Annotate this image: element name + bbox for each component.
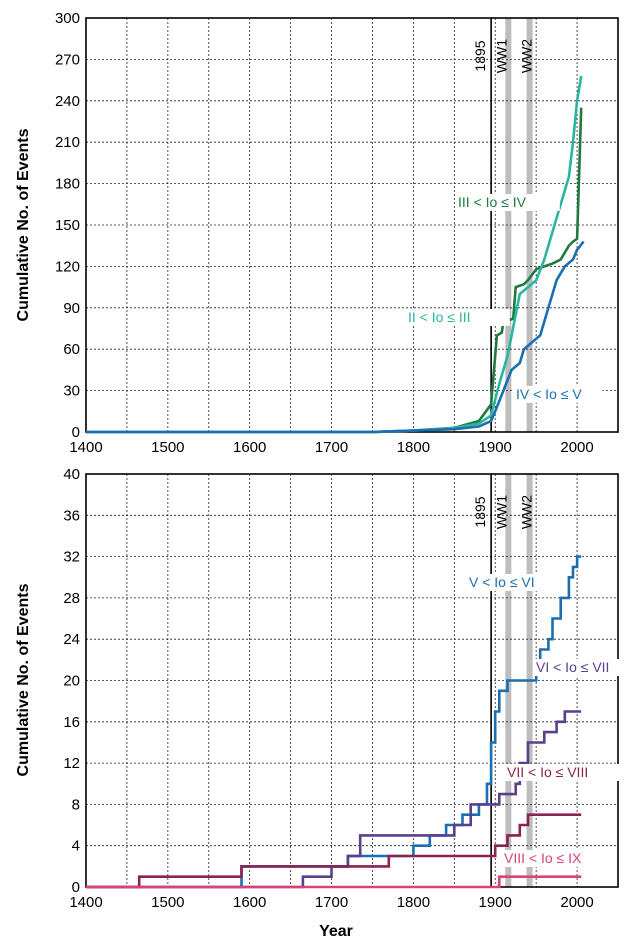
- x-tick-label: 1500: [151, 439, 184, 456]
- event-label-ww1: WW1: [493, 39, 509, 73]
- x-tick-label: 1600: [233, 439, 266, 456]
- series-label: IV < Io ≤ V: [516, 386, 582, 402]
- series-line-bottom-0: [86, 555, 582, 889]
- event-label-ww2: WW2: [519, 495, 535, 529]
- x-tick-label: 2000: [560, 894, 593, 911]
- x-tick-label: 1400: [69, 439, 102, 456]
- event-label-ww2: WW2: [519, 39, 535, 73]
- y-tick-label: 90: [63, 300, 80, 317]
- y-axis-title: Cumulative No. of Events: [15, 128, 32, 321]
- y-tick-label: 150: [55, 217, 80, 234]
- y-tick-label: 24: [63, 631, 80, 648]
- y-tick-label: 240: [55, 93, 80, 110]
- series-line-bottom-3: [86, 875, 582, 889]
- series-label-bg: [455, 194, 560, 211]
- x-tick-label: 1700: [315, 894, 348, 911]
- y-tick-label: 28: [63, 590, 80, 607]
- series-label: VII < Io ≤ VIII: [507, 764, 588, 780]
- y-tick-label: 16: [63, 714, 80, 731]
- x-tick-label: 1900: [479, 894, 512, 911]
- series-label: V < Io ≤ VI: [469, 574, 535, 590]
- series-label-bg: [513, 385, 603, 403]
- x-axis-title: Year: [319, 923, 353, 940]
- y-tick-label: 300: [55, 10, 80, 27]
- top-panel: 1895 WW1 WW2 III < Io ≤ IV II < Io ≤ III IV <…: [15, 10, 619, 456]
- event-label-1895: 1895: [472, 40, 488, 71]
- event-label-ww1: WW1: [493, 495, 509, 529]
- y-tick-label: 32: [63, 549, 80, 566]
- y-tick-label: 20: [63, 673, 80, 690]
- series-label-bg: [405, 309, 510, 326]
- series-label: III < Io ≤ IV: [458, 194, 527, 210]
- series-label: VIII < Io ≤ IX: [504, 850, 582, 866]
- series-line-top-2: [86, 240, 585, 434]
- y-tick-label: 36: [63, 507, 80, 524]
- x-tick-label: 2000: [560, 439, 593, 456]
- bottom-panel: 1895 WW1 WW2 V < Io ≤ VI VI < Io ≤ VII VII < …: [15, 466, 624, 940]
- series-label: II < Io ≤ III: [408, 309, 471, 325]
- series-label-bg: [533, 659, 624, 676]
- y-tick-label: 12: [63, 755, 80, 772]
- y-tick-label: 60: [63, 341, 80, 358]
- x-tick-label: 1800: [397, 894, 430, 911]
- y-tick-label: 120: [55, 258, 80, 275]
- x-tick-label: 1900: [479, 439, 512, 456]
- series-label: VI < Io ≤ VII: [536, 659, 609, 675]
- series-label-bg: [501, 850, 614, 867]
- event-label-1895: 1895: [472, 496, 488, 527]
- series-line-bottom-2: [86, 813, 582, 889]
- y-tick-label: 180: [55, 176, 80, 193]
- series-line-top-1: [86, 75, 583, 434]
- series-label-bg: [466, 574, 556, 591]
- y-tick-label: 210: [55, 134, 80, 151]
- x-tick-label: 1400: [69, 894, 102, 911]
- y-tick-label: 0: [72, 424, 80, 441]
- y-tick-label: 270: [55, 51, 80, 68]
- x-tick-label: 1700: [315, 439, 348, 456]
- y-tick-label: 30: [63, 383, 80, 400]
- y-tick-label: 8: [72, 796, 80, 813]
- x-tick-label: 1500: [151, 894, 184, 911]
- y-tick-label: 40: [63, 466, 80, 483]
- event-band-ww2: [526, 18, 533, 432]
- series-label-bg: [504, 764, 624, 781]
- x-tick-label: 1600: [233, 894, 266, 911]
- x-tick-label: 1800: [397, 439, 430, 456]
- y-axis-title: Cumulative No. of Events: [15, 583, 32, 776]
- y-tick-label: 0: [72, 879, 80, 896]
- event-band-ww1: [505, 18, 512, 432]
- y-tick-label: 4: [72, 838, 80, 855]
